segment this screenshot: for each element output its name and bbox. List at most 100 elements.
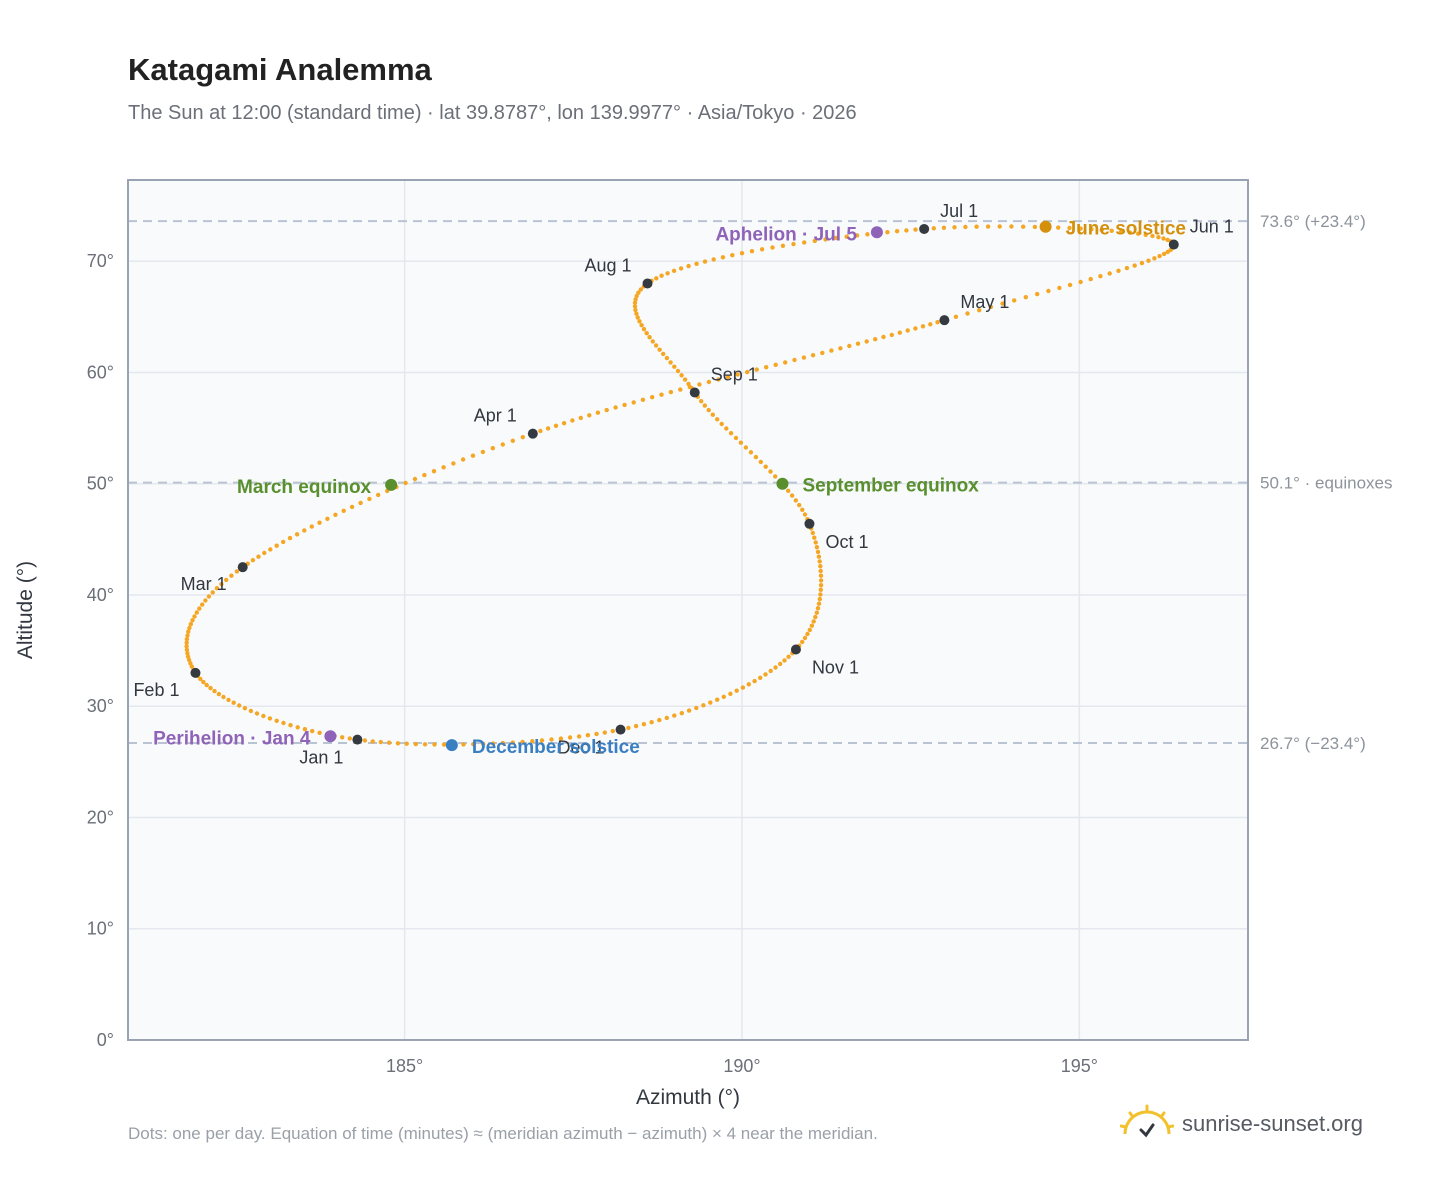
daily-dot: [1150, 233, 1155, 239]
daily-dot: [576, 734, 582, 739]
daily-dot: [675, 368, 681, 374]
daily-dot: [545, 426, 551, 431]
daily-dot: [644, 331, 649, 336]
daily-dot: [763, 672, 768, 677]
daily-dot: [242, 706, 248, 711]
footnote: Dots: one per day. Equation of time (min…: [128, 1124, 878, 1143]
daily-dot: [748, 450, 754, 455]
daily-dot: [441, 742, 447, 747]
daily-dot: [739, 251, 745, 256]
y-tick-label: 60°: [87, 362, 114, 382]
daily-dot: [823, 237, 828, 242]
daily-dot: [432, 742, 437, 747]
daily-dot: [281, 720, 286, 726]
daily-dot: [636, 290, 641, 295]
daily-dot: [188, 661, 193, 666]
daily-dot: [422, 742, 428, 747]
daily-dot: [653, 343, 659, 348]
daily-dot: [671, 268, 677, 273]
daily-dot: [633, 307, 638, 313]
daily-dot: [317, 520, 322, 525]
daily-dot: [855, 341, 861, 346]
daily-dot: [664, 715, 669, 721]
daily-dot: [702, 403, 707, 408]
daily-dot: [274, 543, 279, 548]
y-tick-label: 10°: [87, 919, 114, 939]
daily-dot: [1143, 232, 1148, 237]
daily-dot: [594, 731, 599, 737]
daily-dot: [716, 377, 721, 382]
month-markers: Jan 1 Feb 1 Mar 1 Apr 1 May 1 Jun 1 Jul 1 Aug 1…: [133, 201, 1233, 768]
daily-dot: [728, 691, 733, 696]
daily-dot: [214, 586, 220, 591]
daily-dot: [952, 225, 957, 230]
daily-dot: [802, 635, 808, 641]
daily-dot: [358, 500, 363, 506]
daily-dot: [219, 581, 224, 587]
daily-dot: [710, 412, 715, 417]
daily-dot: [988, 304, 994, 310]
month-marker: [689, 387, 700, 398]
daily-dot: [792, 357, 797, 363]
daily-dot: [740, 685, 746, 690]
brand[interactable]: sunrise-sunset.org: [1120, 1100, 1363, 1148]
daily-dot: [931, 226, 936, 231]
daily-dot: [587, 413, 592, 418]
daily-dot: [773, 474, 778, 479]
daily-dot: [1078, 226, 1083, 231]
y-tick-label: 20°: [87, 807, 114, 827]
daily-dot: [764, 365, 769, 370]
daily-dot: [920, 324, 926, 329]
daily-dot: [558, 736, 564, 741]
event-marker: [385, 478, 398, 491]
daily-dot: [262, 550, 267, 556]
daily-dot: [567, 735, 573, 740]
daily-dot: [997, 224, 1002, 229]
event-marker: [445, 739, 458, 752]
daily-dot: [953, 314, 959, 319]
daily-dot: [694, 261, 699, 266]
daily-dot: [928, 322, 933, 327]
daily-dot: [730, 253, 735, 258]
daily-dot: [1098, 274, 1103, 279]
daily-dot: [187, 625, 192, 631]
daily-dot: [817, 559, 822, 564]
daily-dot: [814, 610, 819, 615]
month-marker: [190, 667, 201, 678]
daily-dot: [977, 308, 982, 313]
daily-dot: [1000, 301, 1005, 306]
daily-dot: [1099, 227, 1104, 233]
daily-dot: [797, 502, 802, 508]
daily-dot: [800, 507, 805, 512]
daily-dot: [1046, 288, 1051, 294]
daily-dot: [813, 614, 818, 620]
daily-dot: [657, 347, 662, 352]
daily-dot: [793, 498, 798, 503]
month-marker: [615, 724, 626, 735]
daily-dot: [697, 382, 702, 387]
month-marker: [237, 562, 248, 573]
daily-dot: [595, 410, 601, 415]
daily-dot: [686, 263, 691, 269]
daily-dot: [302, 727, 308, 732]
daily-dot: [1136, 231, 1141, 236]
chart-subtitle: The Sun at 12:00 (standard time) · lat 3…: [128, 102, 857, 124]
daily-dot: [807, 627, 812, 633]
daily-dot: [403, 480, 408, 486]
daily-dot: [873, 337, 878, 342]
daily-dot: [530, 739, 535, 744]
daily-dot: [632, 304, 638, 309]
daily-dot: [810, 353, 816, 358]
daily-dot: [706, 379, 712, 385]
daily-dot: [811, 619, 816, 624]
daily-dot: [708, 700, 713, 705]
month-marker-label: Feb 1: [133, 680, 179, 700]
daily-dot: [229, 573, 234, 578]
daily-dot: [200, 602, 205, 607]
daily-dot: [759, 247, 765, 252]
daily-dot: [500, 740, 506, 746]
daily-dot: [317, 730, 322, 735]
daily-dot: [815, 549, 821, 555]
daily-dot: [679, 711, 684, 716]
